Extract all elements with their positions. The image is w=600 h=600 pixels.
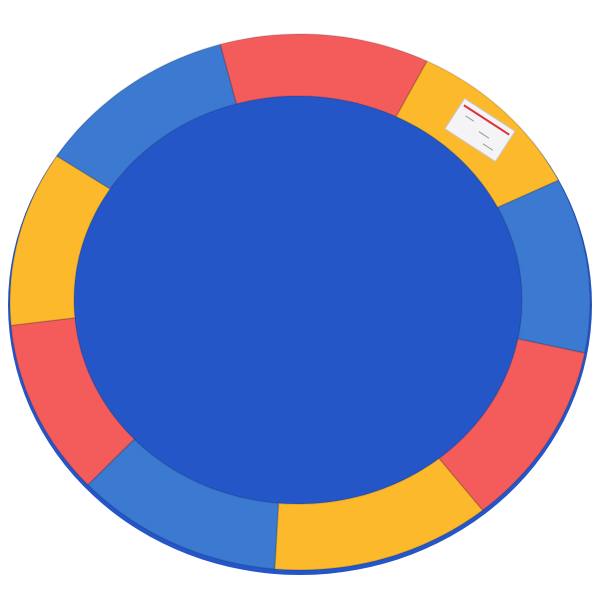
pad-segment-blue (55, 43, 238, 190)
pad-edge (8, 35, 592, 575)
warning-label-icon (444, 97, 516, 163)
pad-segments (8, 33, 592, 575)
